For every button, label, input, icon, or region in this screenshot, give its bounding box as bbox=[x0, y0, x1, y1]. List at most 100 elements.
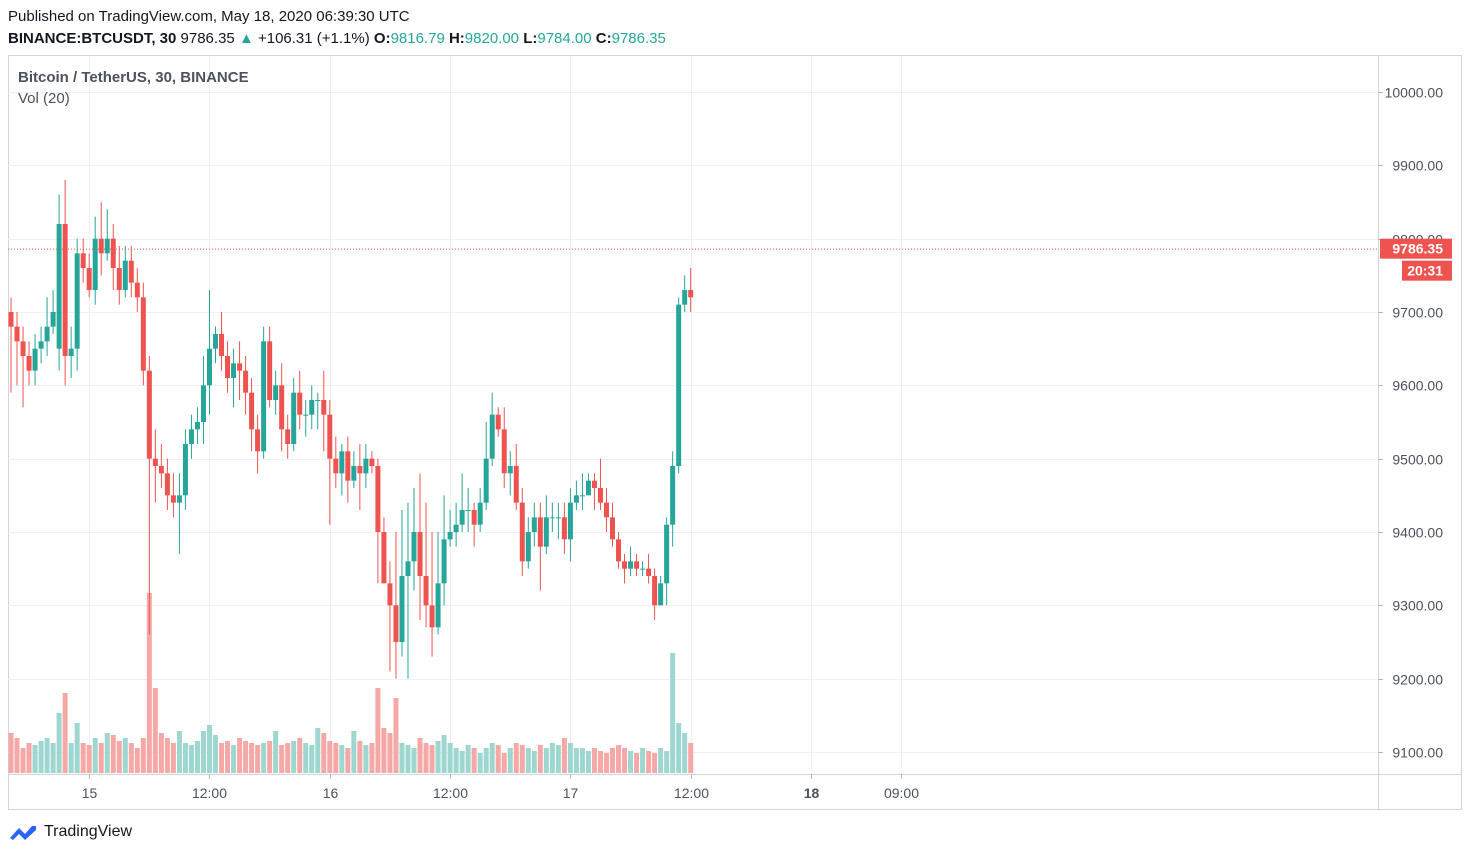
candle-body bbox=[471, 510, 477, 525]
candle-body bbox=[652, 576, 658, 606]
high-label: H: bbox=[448, 30, 465, 47]
volume-bar bbox=[387, 733, 393, 773]
volume-bar bbox=[170, 743, 176, 773]
candle-body bbox=[495, 414, 501, 430]
time-axis-label: 16 bbox=[323, 785, 339, 801]
symbol-label[interactable]: BINANCE:BTCUSDT, 30 bbox=[8, 30, 177, 47]
volume-bar bbox=[351, 731, 357, 773]
volume-bar bbox=[26, 743, 32, 773]
volume-bar bbox=[477, 753, 483, 773]
volume-bar bbox=[369, 743, 375, 773]
candle-body bbox=[465, 510, 471, 511]
candle-body bbox=[561, 517, 567, 540]
candle-body bbox=[255, 429, 261, 452]
candle-body bbox=[423, 576, 429, 606]
volume-bar bbox=[519, 745, 525, 773]
volume-bar bbox=[80, 743, 86, 773]
candle-body bbox=[453, 524, 459, 532]
volume-bar bbox=[122, 738, 128, 773]
time-axis-label: 12:00 bbox=[192, 785, 227, 801]
price-axis-label: 9200.00 bbox=[1392, 672, 1443, 688]
candle-body bbox=[285, 429, 291, 444]
candle-body bbox=[435, 583, 441, 628]
volume-bar bbox=[676, 723, 682, 773]
tradingview-logo-icon[interactable] bbox=[8, 822, 38, 842]
candle-body bbox=[261, 341, 267, 452]
volume-bar bbox=[417, 738, 423, 773]
candle-body bbox=[249, 392, 255, 430]
volume-bar bbox=[146, 593, 152, 773]
close-label: C: bbox=[595, 30, 612, 47]
candle-body bbox=[519, 502, 525, 562]
volume-bar bbox=[219, 743, 225, 773]
volume-bar bbox=[267, 741, 273, 773]
volume-bar bbox=[56, 713, 62, 773]
candle-body bbox=[32, 348, 38, 371]
volume-bar bbox=[188, 745, 194, 773]
candle-body bbox=[44, 326, 50, 342]
volume-bar bbox=[164, 738, 170, 773]
volume-bar bbox=[405, 745, 411, 773]
candle-body bbox=[537, 517, 543, 547]
high-value: 9820.00 bbox=[464, 30, 520, 47]
candle-body bbox=[483, 458, 489, 503]
volume-bar bbox=[62, 693, 68, 773]
volume-bar bbox=[453, 748, 459, 773]
volume-bar bbox=[86, 745, 92, 773]
candle-body bbox=[26, 356, 32, 371]
time-axis[interactable]: 15 12:00 16 12:00 17 12:00 18 09:00 bbox=[82, 774, 920, 801]
volume-bar bbox=[471, 748, 477, 773]
candle-body bbox=[309, 400, 315, 415]
change-arrow-icon: ▲ bbox=[238, 30, 254, 47]
chart-header: Published on TradingView.com, May 18, 20… bbox=[8, 6, 1458, 50]
volume-bar bbox=[670, 653, 676, 773]
volume-bar bbox=[255, 745, 261, 773]
price-axis[interactable]: 9100.00 9200.00 9300.00 9400.00 9500.00 9600.… bbox=[1378, 85, 1443, 761]
candle-body bbox=[86, 268, 92, 290]
volume-bar bbox=[243, 741, 249, 773]
candle-body bbox=[50, 312, 56, 327]
volume-bar bbox=[98, 743, 104, 773]
volume-bar bbox=[273, 731, 279, 773]
price-axis-label: 9900.00 bbox=[1392, 158, 1443, 174]
volume-bar bbox=[634, 753, 640, 773]
volume-bar bbox=[622, 748, 628, 773]
volume-bar bbox=[429, 745, 435, 773]
candle-body bbox=[134, 282, 140, 298]
candle-body bbox=[591, 480, 597, 488]
volume-bar bbox=[579, 748, 585, 773]
legend-title: Bitcoin / TetherUS, 30, BINANCE bbox=[18, 69, 249, 86]
candle-body bbox=[549, 517, 555, 519]
volume-bar bbox=[128, 743, 134, 773]
volume-bar bbox=[465, 745, 471, 773]
candle-body bbox=[200, 385, 206, 422]
candle-body bbox=[297, 392, 303, 415]
volume-bar bbox=[92, 738, 98, 773]
candle-body bbox=[291, 392, 297, 444]
price-chart[interactable]: 9100.00 9200.00 9300.00 9400.00 9500.00 9600.… bbox=[0, 0, 1470, 816]
volume-bar bbox=[441, 735, 447, 773]
volume-bar bbox=[459, 751, 465, 773]
candle-body bbox=[664, 524, 670, 584]
candle-body bbox=[381, 532, 387, 584]
brand-name[interactable]: TradingView bbox=[44, 823, 133, 840]
candle-body bbox=[345, 451, 351, 481]
candle-body bbox=[170, 495, 176, 503]
volume-bar bbox=[375, 688, 381, 773]
volume-bar bbox=[231, 745, 237, 773]
candle-body bbox=[688, 290, 694, 298]
volume-bar bbox=[194, 741, 200, 773]
volume-bar bbox=[152, 688, 158, 773]
candle-body bbox=[375, 466, 381, 532]
last-price: 9786.35 bbox=[180, 30, 235, 47]
price-axis-label: 9600.00 bbox=[1392, 378, 1443, 394]
volume-bar bbox=[531, 751, 537, 773]
volume-bar bbox=[261, 743, 267, 773]
volume-bar bbox=[597, 751, 603, 773]
candle-body bbox=[658, 583, 664, 606]
volume-layer bbox=[8, 593, 694, 773]
candle-body bbox=[405, 561, 411, 576]
candle-body bbox=[610, 517, 615, 540]
volume-bar bbox=[507, 748, 513, 773]
candle-body bbox=[417, 532, 423, 576]
